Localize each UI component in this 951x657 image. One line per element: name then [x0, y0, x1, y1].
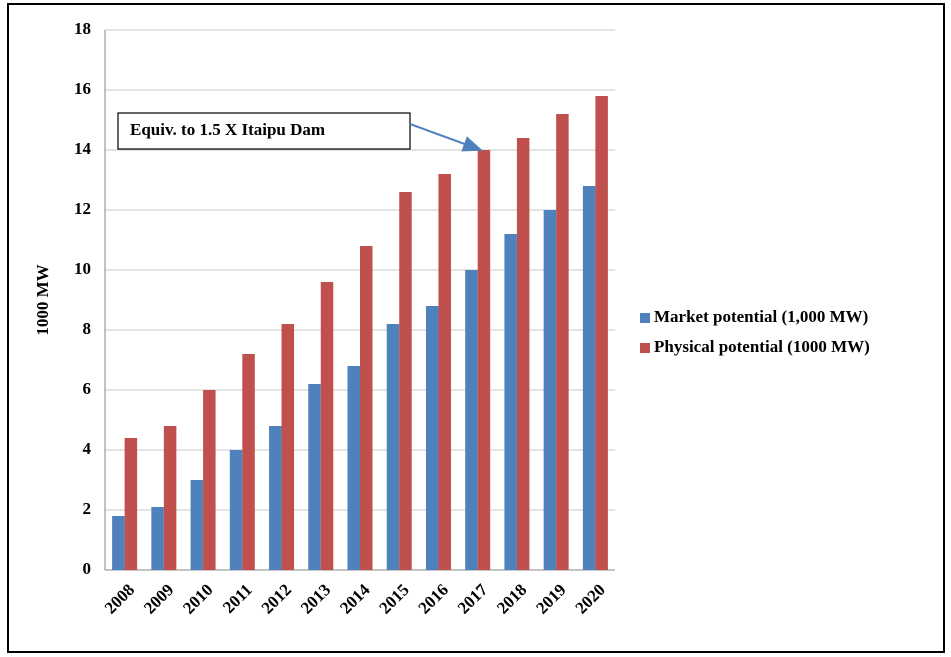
- bar: [516, 138, 530, 570]
- x-tick-label: 2012: [258, 580, 295, 617]
- y-tick-label: 2: [83, 499, 92, 518]
- bar: [203, 390, 216, 570]
- bar: [543, 210, 557, 570]
- bar: [269, 426, 282, 570]
- x-tick-label: 2014: [336, 580, 374, 618]
- bar: [347, 366, 360, 570]
- x-tick-label: 2008: [101, 580, 138, 617]
- x-tick-label: 2018: [493, 580, 530, 617]
- x-tick-label: 2013: [297, 580, 334, 617]
- bar: [477, 150, 491, 570]
- y-tick-label: 16: [74, 79, 91, 98]
- x-tick-label: 2015: [375, 580, 412, 617]
- annotation-box: [117, 112, 411, 150]
- bar: [465, 270, 478, 570]
- x-tick-label: 2011: [219, 580, 256, 617]
- bar: [242, 354, 255, 570]
- bar: [556, 114, 569, 570]
- bar: [190, 480, 204, 570]
- x-tick-label: 2017: [454, 580, 492, 618]
- legend-label: Physical potential (1000 MW): [654, 337, 870, 356]
- bar: [229, 450, 243, 570]
- bar: [308, 384, 321, 570]
- bar: [582, 186, 596, 570]
- bar: [504, 234, 517, 570]
- y-tick-label: 14: [74, 139, 92, 158]
- bar: [360, 246, 373, 570]
- frame: [7, 3, 945, 653]
- bar: [595, 96, 608, 570]
- x-tick-label: 2016: [415, 580, 452, 617]
- annotation: Equiv. to 1.5 X Itaipu Dam: [130, 120, 325, 139]
- y-tick-label: 10: [74, 259, 91, 278]
- x-tick-label: 2010: [179, 580, 216, 617]
- y-tick-label: 12: [74, 199, 91, 218]
- bar: [438, 174, 451, 570]
- bar: [124, 438, 138, 570]
- bar: [281, 324, 295, 570]
- legend-swatch: [640, 343, 650, 353]
- x-tick-label: 2019: [532, 580, 569, 617]
- bar: [425, 306, 439, 570]
- y-tick-label: 18: [74, 19, 91, 38]
- bar: [151, 507, 164, 570]
- legend-label: Market potential (1,000 MW): [654, 307, 868, 326]
- bar: [386, 324, 400, 570]
- x-tick-label: 2020: [571, 580, 608, 617]
- x-tick-label: 2009: [140, 580, 177, 617]
- y-tick-label: 4: [83, 439, 92, 458]
- annotation-arrow: [409, 123, 483, 152]
- y-tick-label: 6: [83, 379, 92, 398]
- bar: [163, 426, 177, 570]
- bar: [320, 282, 334, 570]
- y-tick-label: 0: [83, 559, 92, 578]
- legend-swatch: [640, 313, 650, 323]
- bar: [399, 192, 412, 570]
- y-tick-label: 8: [83, 319, 92, 338]
- y-axis-label: 1000 MW: [33, 264, 52, 335]
- bar: [112, 516, 125, 570]
